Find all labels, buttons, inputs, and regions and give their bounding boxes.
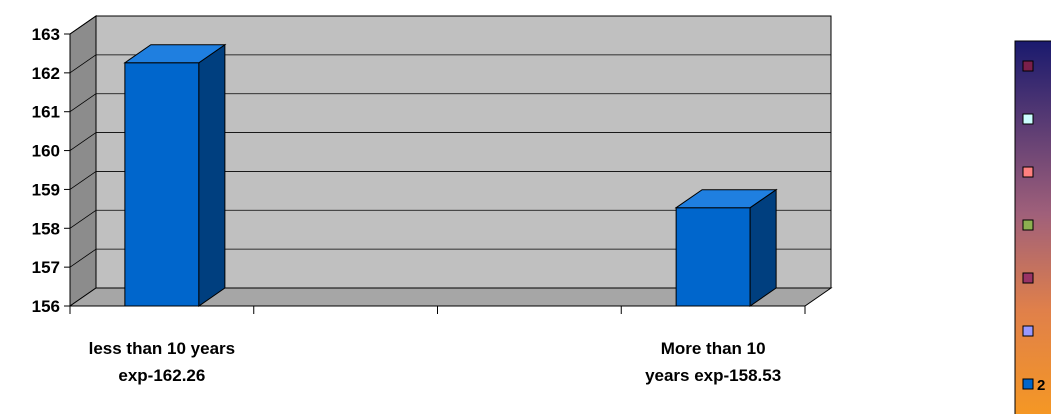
x-category-label: More than 10: [661, 339, 766, 358]
gridline-side: [69, 54, 97, 74]
y-tick-label: 159: [32, 180, 60, 199]
bar-front: [675, 207, 751, 307]
gridline-side: [69, 209, 97, 229]
legend-swatch: [1022, 272, 1034, 284]
bar: [674, 188, 778, 307]
bar-side: [749, 188, 777, 307]
gridline-side: [69, 132, 97, 151]
legend-swatch: [1022, 378, 1034, 390]
legend-swatch: [1022, 60, 1034, 72]
x-category-label: less than 10 years: [89, 339, 235, 358]
bars: [123, 43, 778, 307]
bar-front: [124, 62, 200, 307]
side-wall: [69, 15, 97, 307]
y-tick-label: 161: [32, 103, 60, 122]
x-axis: less than 10 years exp-162.26 More than 10…: [69, 305, 806, 385]
gridline-side: [69, 15, 97, 35]
y-tick-label: 156: [32, 297, 60, 316]
legend-swatch: [1022, 325, 1034, 337]
y-tick-label: 160: [32, 142, 60, 161]
x-category-label: exp-162.26: [118, 366, 205, 385]
legend-swatch: [1022, 113, 1034, 125]
bar: [123, 43, 227, 307]
y-tick-label: 157: [32, 258, 60, 277]
bar-top: [123, 44, 227, 64]
bar-top: [674, 189, 778, 209]
x-category-label: years exp-158.53: [645, 366, 781, 385]
gridline-side: [69, 248, 97, 268]
gridline-side: [69, 93, 97, 113]
legend-entry-label: 2: [1037, 377, 1045, 394]
legend-swatch: [1022, 166, 1034, 178]
legend: 2: [1014, 40, 1051, 414]
y-tick-label: 163: [32, 25, 60, 44]
y-axis: 156 157 158 159 160 161 162 163: [32, 25, 71, 316]
y-tick-label: 162: [32, 64, 60, 83]
gridline-side: [69, 171, 97, 190]
bar-side: [198, 43, 226, 307]
y-tick-label: 158: [32, 219, 60, 238]
legend-swatch: [1022, 219, 1034, 231]
